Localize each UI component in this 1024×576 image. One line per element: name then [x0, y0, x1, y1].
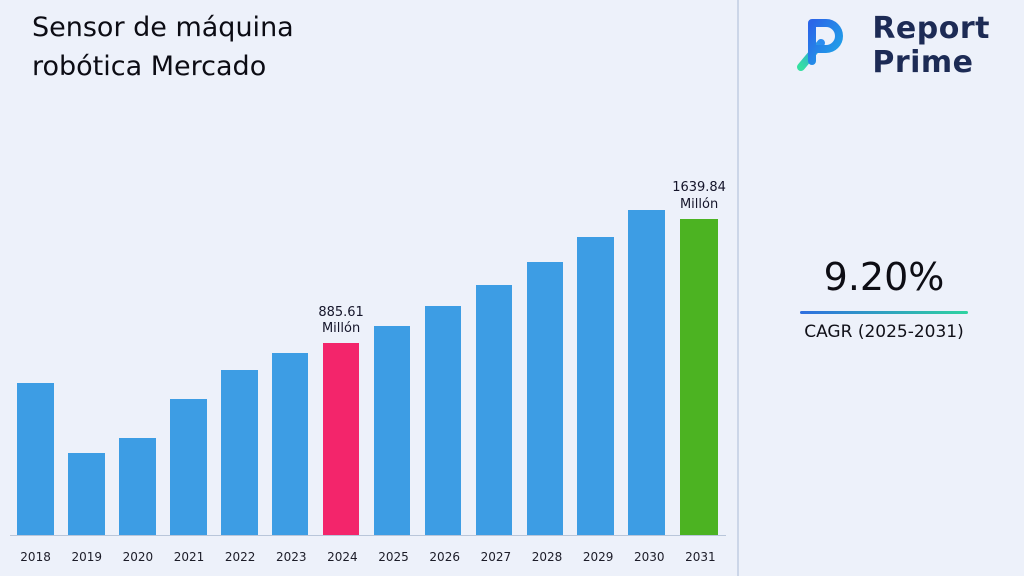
bar-column-2030 [621, 180, 672, 535]
x-tick-2019: 2019 [71, 550, 102, 564]
bar-2027 [475, 285, 513, 535]
bar-chart-plot: 885.61 Millón 1639.84 Millón [10, 180, 726, 536]
x-tick-2018: 2018 [20, 550, 51, 564]
x-tick-2031: 2031 [685, 550, 716, 564]
bar-value-label-2024: 885.61 Millón [318, 304, 364, 337]
bar-column-2022 [214, 180, 265, 535]
bar-2022 [220, 370, 258, 535]
vertical-divider [737, 0, 739, 576]
bar-value-label-2031: 1639.84 Millón [672, 180, 726, 212]
cagr-underline [800, 311, 968, 314]
bar-column-2031: 1639.84 Millón [672, 180, 726, 535]
bar-2018 [17, 383, 54, 535]
x-tick-2024: 2024 [327, 550, 358, 564]
page-title: Sensor de máquina robótica Mercado [32, 12, 294, 83]
x-tick-2021: 2021 [173, 550, 205, 564]
brand-name: Report Prime [872, 12, 990, 79]
x-tick-2022: 2022 [224, 550, 256, 564]
bar-2024 [322, 343, 360, 535]
bar-2026 [424, 306, 462, 535]
bar-2025 [373, 325, 411, 535]
bar-column-2027 [468, 180, 519, 535]
brand-name-line1: Report [872, 11, 990, 47]
report-prime-logo-icon [788, 8, 860, 84]
bar-column-2025 [367, 180, 418, 535]
bar-column-2028 [519, 180, 570, 535]
x-tick-2027: 2027 [480, 550, 512, 564]
bar-column-2029 [570, 180, 621, 535]
x-tick-2025: 2025 [378, 550, 409, 564]
bar-column-2024: 885.61 Millón [316, 180, 367, 535]
bar-2023 [271, 353, 309, 535]
x-axis: 2018 2019 2020 2021 2022 2023 2024 2025 2026 2027… [10, 550, 726, 564]
bar-2020 [119, 437, 156, 535]
bar-column-2018 [10, 180, 61, 535]
x-tick-2030: 2030 [633, 550, 665, 564]
brand-name-line2: Prime [872, 45, 974, 80]
x-tick-2026: 2026 [429, 550, 460, 564]
bar-2019 [68, 452, 105, 535]
bar-column-2020 [112, 180, 163, 535]
bar-column-2019 [61, 180, 112, 535]
bar-column-2023 [265, 180, 316, 535]
x-tick-2020: 2020 [122, 550, 154, 564]
bar-column-2026 [418, 180, 469, 535]
cagr-panel: 9.20% CAGR (2025-2031) [798, 255, 970, 342]
bar-2021 [169, 398, 207, 535]
cagr-value: 9.20% [823, 255, 945, 299]
bar-2030 [628, 209, 666, 535]
x-tick-2028: 2028 [531, 550, 563, 564]
bar-2028 [526, 262, 564, 535]
bar-2029 [577, 237, 615, 535]
x-tick-2023: 2023 [276, 550, 307, 564]
bar-2031 [679, 218, 719, 535]
bar-column-2021 [163, 180, 214, 535]
cagr-label: CAGR (2025-2031) [804, 322, 964, 342]
x-tick-2029: 2029 [582, 550, 614, 564]
brand-logo: Report Prime [788, 8, 990, 84]
